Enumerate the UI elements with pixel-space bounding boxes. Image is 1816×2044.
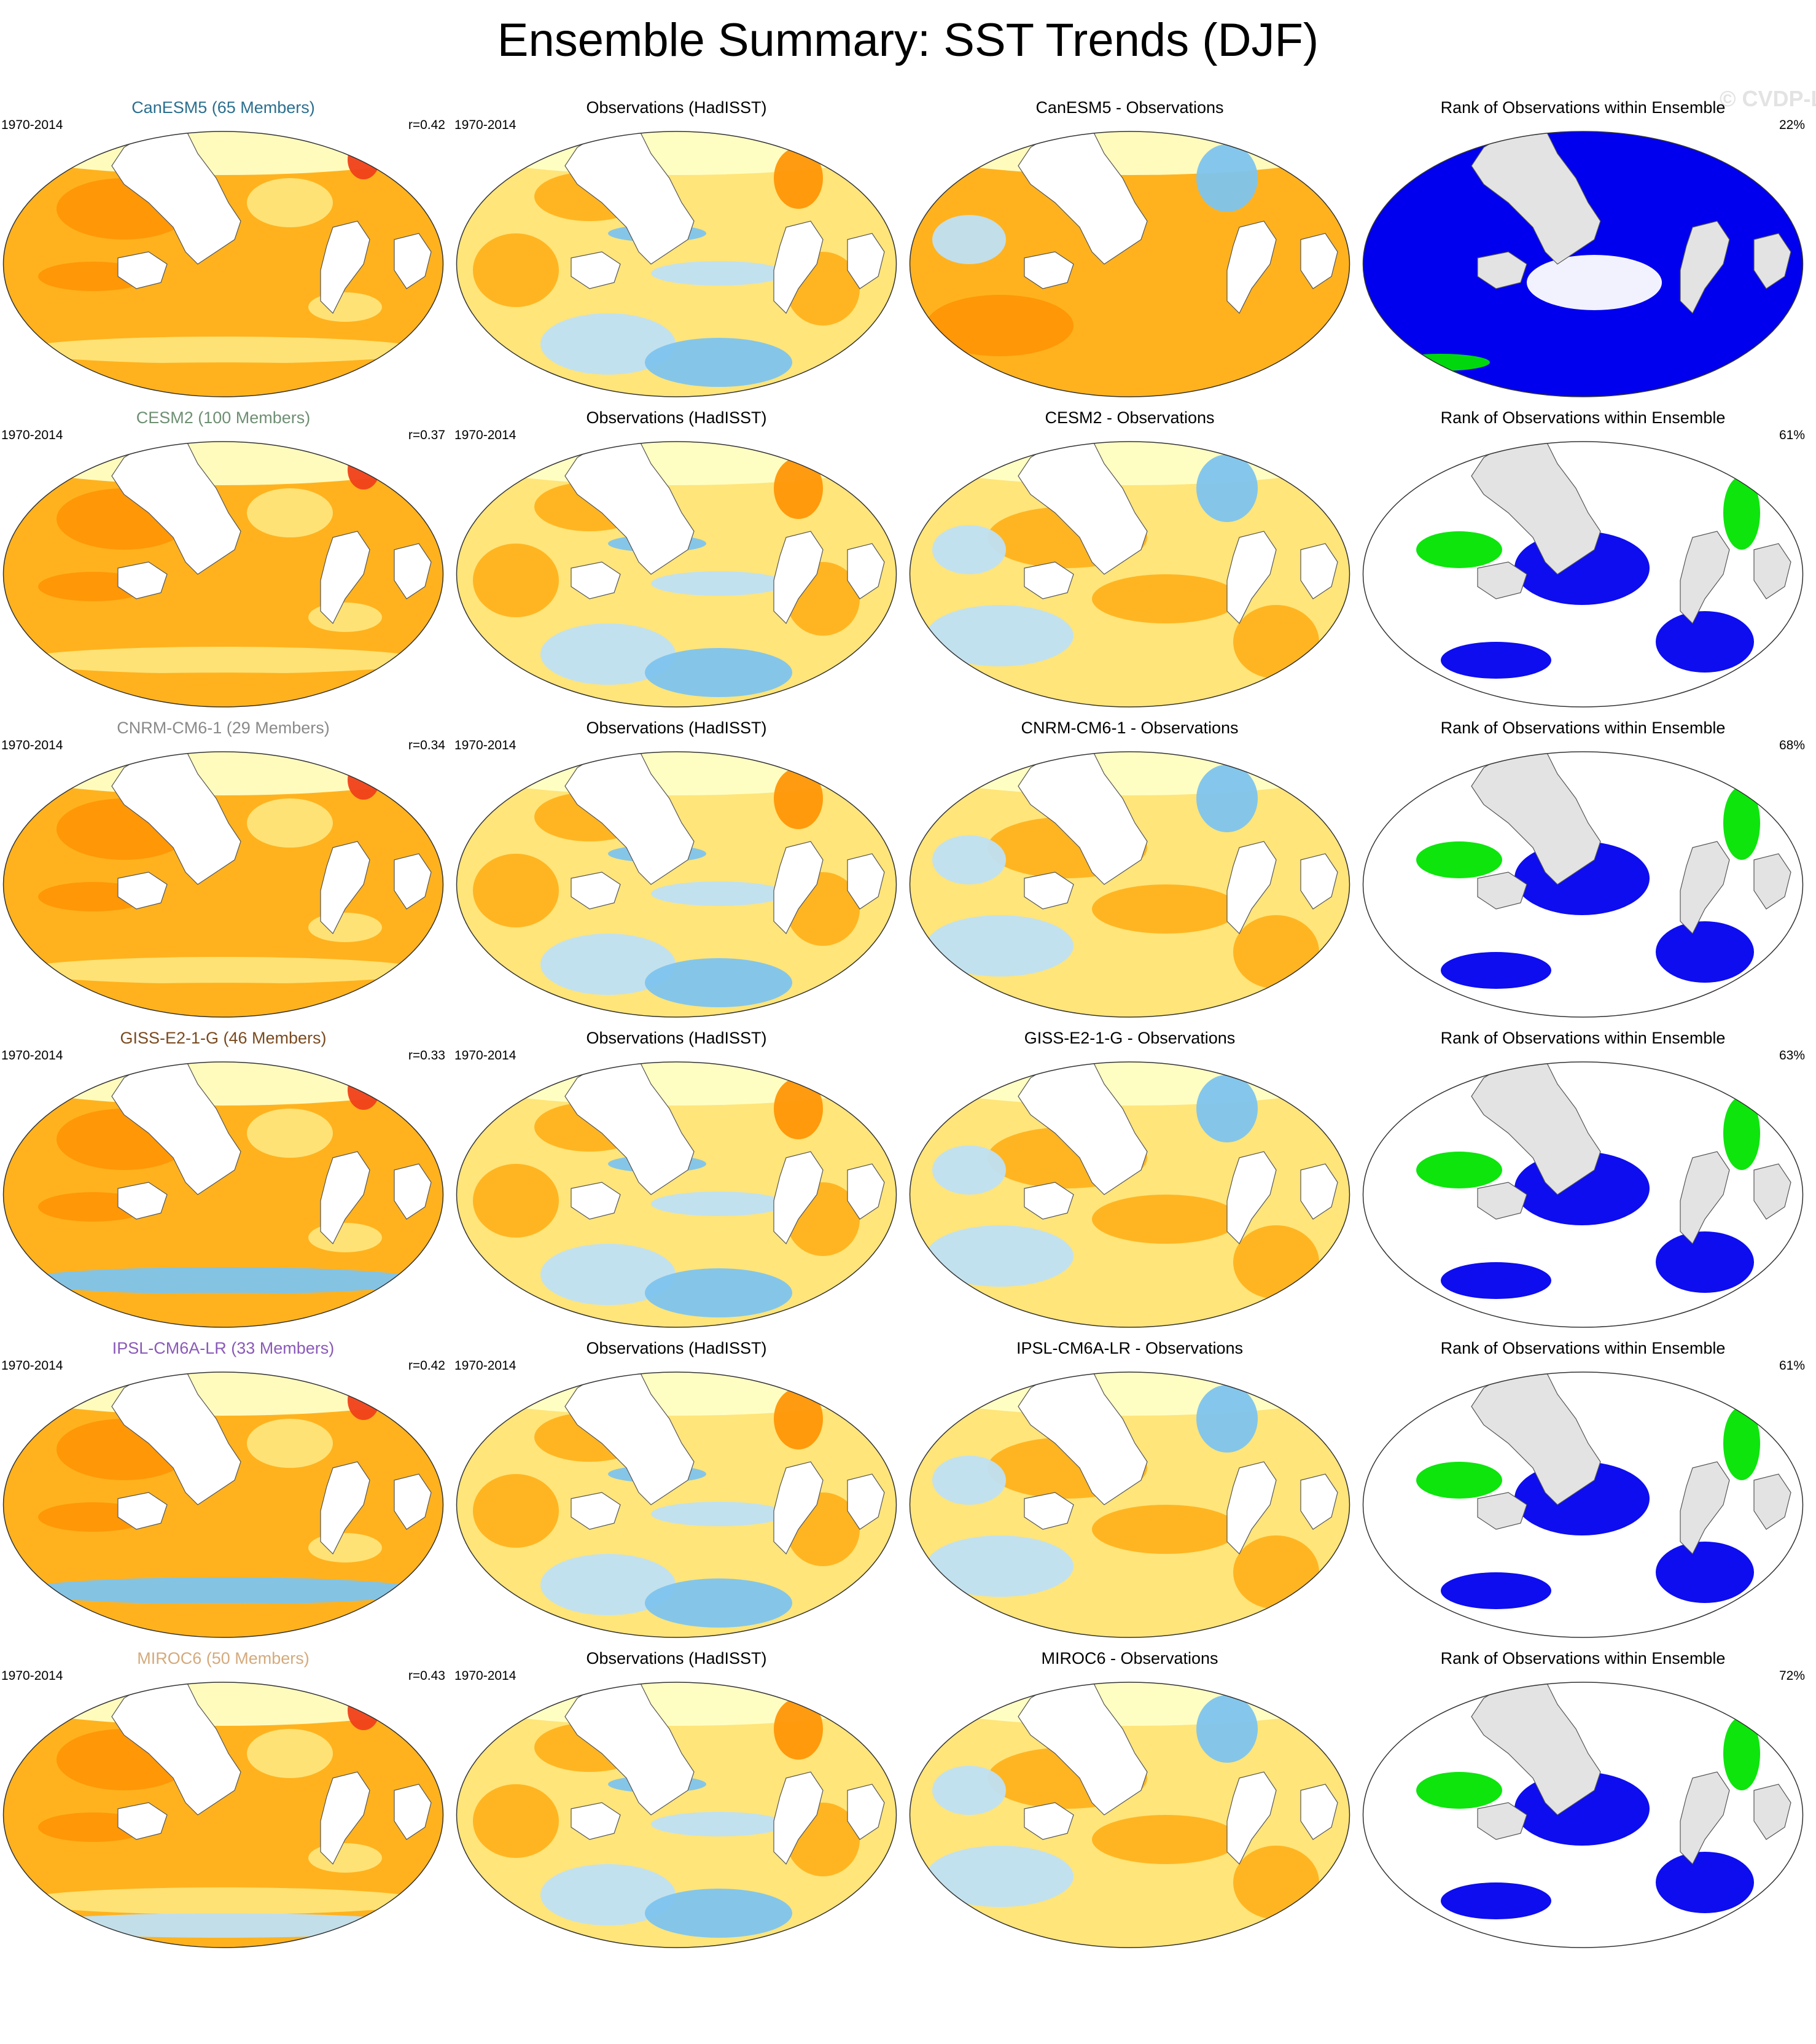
map-obs [456,1371,897,1638]
observations-title: Observations (HadISST) [586,719,767,737]
difference-title: CNRM-CM6-1 - Observations [1021,719,1239,737]
panel-model: GISS-E2-1-G (46 Members) 1970-2014 r=0.33 [0,1029,446,1336]
panel-rank: Rank of Observations within Ensemble 68% [1360,719,1806,1026]
period-label: 1970-2014 [1,738,63,752]
map-model [2,1061,444,1328]
difference-title: GISS-E2-1-G - Observations [1024,1029,1236,1047]
period-label: 1970-2014 [454,428,516,442]
period-label: 1970-2014 [454,1669,516,1683]
pattern-correlation: r=0.33 [408,1048,445,1063]
observations-title: Observations (HadISST) [586,408,767,427]
period-label: 1970-2014 [1,1048,63,1063]
map-obs [456,751,897,1018]
map-obs [456,441,897,708]
rank-title: Rank of Observations within Ensemble [1440,719,1726,737]
rank-title: Rank of Observations within Ensemble [1440,408,1726,427]
observations-title: Observations (HadISST) [586,1339,767,1357]
panel-model: CNRM-CM6-1 (29 Members) 1970-2014 r=0.34 [0,719,446,1026]
panel-model: MIROC6 (50 Members) 1970-2014 r=0.43 [0,1649,446,1956]
map-diff [909,1061,1350,1328]
map-obs [456,1061,897,1328]
period-label: 1970-2014 [1,1669,63,1683]
pattern-correlation: r=0.43 [408,1669,445,1683]
period-label: 1970-2014 [454,738,516,752]
map-model [2,751,444,1018]
panel-rank: Rank of Observations within Ensemble 61% [1360,1339,1806,1646]
period-label: 1970-2014 [454,118,516,132]
period-label: 1970-2014 [1,1359,63,1373]
pattern-correlation: r=0.42 [408,118,445,132]
map-diff [909,131,1350,397]
period-label: 1970-2014 [454,1048,516,1063]
observations-title: Observations (HadISST) [586,98,767,117]
difference-title: MIROC6 - Observations [1041,1649,1218,1668]
map-obs [456,131,897,397]
pattern-correlation: r=0.34 [408,738,445,752]
panel-rank: Rank of Observations within Ensemble 72% [1360,1649,1806,1956]
period-label: 1970-2014 [1,428,63,442]
map-model [2,441,444,708]
panel-model: IPSL-CM6A-LR (33 Members) 1970-2014 r=0.42 [0,1339,446,1646]
map-rank [1362,751,1804,1018]
map-diff [909,1682,1350,1948]
panel-diff: CESM2 - Observations [906,408,1353,716]
map-diff [909,751,1350,1018]
rank-title: Rank of Observations within Ensemble [1440,1029,1726,1047]
figure-title: Ensemble Summary: SST Trends (DJF) [497,14,1319,66]
model-title: CESM2 (100 Members) [136,408,311,427]
panel-obs: Observations (HadISST) 1970-2014 [453,1029,900,1336]
panel-rank: Rank of Observations within Ensemble 22% [1360,98,1806,405]
difference-title: IPSL-CM6A-LR - Observations [1016,1339,1244,1357]
model-title: CanESM5 (65 Members) [131,98,315,117]
difference-title: CanESM5 - Observations [1035,98,1224,117]
map-model [2,131,444,397]
map-rank [1362,1682,1804,1948]
panel-diff: CNRM-CM6-1 - Observations [906,719,1353,1026]
map-obs [456,1682,897,1948]
rank-title: Rank of Observations within Ensemble [1440,1339,1726,1357]
rank-percent: 68% [1779,738,1805,752]
rank-percent: 61% [1779,428,1805,442]
panel-obs: Observations (HadISST) 1970-2014 [453,98,900,405]
rank-title: Rank of Observations within Ensemble [1440,98,1726,117]
map-diff [909,441,1350,708]
model-title: IPSL-CM6A-LR (33 Members) [112,1339,335,1357]
difference-title: CESM2 - Observations [1045,408,1215,427]
rank-percent: 72% [1779,1669,1805,1683]
period-label: 1970-2014 [454,1359,516,1373]
map-rank [1362,1061,1804,1328]
map-model [2,1682,444,1948]
panel-diff: CanESM5 - Observations [906,98,1353,405]
rank-percent: 61% [1779,1359,1805,1373]
panel-obs: Observations (HadISST) 1970-2014 [453,1339,900,1646]
panel-model: CanESM5 (65 Members) 1970-2014 r=0.42 [0,98,446,405]
map-rank [1362,441,1804,708]
observations-title: Observations (HadISST) [586,1649,767,1668]
model-title: GISS-E2-1-G (46 Members) [120,1029,327,1047]
pattern-correlation: r=0.42 [408,1359,445,1373]
pattern-correlation: r=0.37 [408,428,445,442]
period-label: 1970-2014 [1,118,63,132]
panel-diff: MIROC6 - Observations [906,1649,1353,1956]
panel-obs: Observations (HadISST) 1970-2014 [453,719,900,1026]
panel-rank: Rank of Observations within Ensemble 61% [1360,408,1806,716]
panel-diff: GISS-E2-1-G - Observations [906,1029,1353,1336]
watermark: © CVDP-LE [1720,86,1816,111]
panel-obs: Observations (HadISST) 1970-2014 [453,1649,900,1956]
panel-obs: Observations (HadISST) 1970-2014 [453,408,900,716]
rank-title: Rank of Observations within Ensemble [1440,1649,1726,1668]
model-title: MIROC6 (50 Members) [137,1649,310,1668]
observations-title: Observations (HadISST) [586,1029,767,1047]
panel-model: CESM2 (100 Members) 1970-2014 r=0.37 [0,408,446,716]
panel-diff: IPSL-CM6A-LR - Observations [906,1339,1353,1646]
map-model [2,1371,444,1638]
rank-percent: 63% [1779,1048,1805,1063]
map-rank [1362,1371,1804,1638]
map-diff [909,1371,1350,1638]
map-rank [1362,131,1804,397]
panel-rank: Rank of Observations within Ensemble 63% [1360,1029,1806,1336]
rank-percent: 22% [1779,118,1805,132]
model-title: CNRM-CM6-1 (29 Members) [117,719,330,737]
